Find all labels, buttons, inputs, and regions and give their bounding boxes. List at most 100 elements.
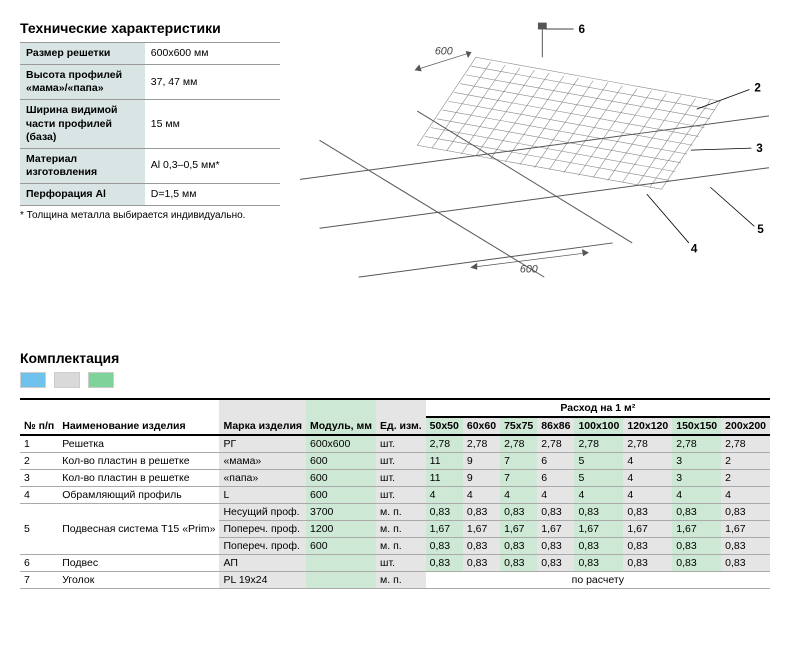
cell-val: 0,83: [463, 538, 500, 555]
cell-val: 0,83: [623, 555, 672, 572]
col-module: Модуль, мм: [306, 399, 376, 435]
cell-val: 0,83: [672, 538, 721, 555]
cell-module: 600x600: [306, 435, 376, 453]
cell-no: 1: [20, 435, 58, 453]
cell-val: 4: [463, 487, 500, 504]
cell-val: 4: [623, 470, 672, 487]
table-row: 6ПодвесАПшт.0,830,830,830,830,830,830,83…: [20, 555, 770, 572]
specs-block: Технические характеристики Размер решетк…: [20, 20, 280, 221]
cell-val: 0,83: [623, 538, 672, 555]
cell-val: 1,67: [426, 521, 463, 538]
cell-val: 2,78: [721, 435, 770, 453]
cell-module: 1200: [306, 521, 376, 538]
cell-unit: шт.: [376, 470, 426, 487]
cell-val: 5: [574, 453, 623, 470]
cell-module: 3700: [306, 504, 376, 521]
cell-no: 2: [20, 453, 58, 470]
cell-module: 600: [306, 470, 376, 487]
cell-name: Подвесная система T15 «Prim»: [58, 504, 219, 555]
cell-no: 3: [20, 470, 58, 487]
cell-val: 0,83: [623, 504, 672, 521]
spec-label: Материал изготовления: [20, 148, 145, 183]
cell-module: [306, 555, 376, 572]
cell-val: 9: [463, 470, 500, 487]
cell-val: 2,78: [537, 435, 574, 453]
callout-3: 3: [756, 142, 763, 155]
cell-val: 2,78: [672, 435, 721, 453]
cell-val: 0,83: [500, 504, 537, 521]
grid-iso: [417, 57, 720, 189]
diagram-area: 600 600 6 2 3 5 4: [300, 20, 769, 290]
size-col: 60x60: [463, 417, 500, 435]
spec-value: Al 0,3–0,5 мм*: [145, 148, 280, 183]
cell-val: 1,67: [721, 521, 770, 538]
cell-val: 4: [574, 487, 623, 504]
spec-label: Перфорация Al: [20, 184, 145, 206]
cell-val: 1,67: [463, 521, 500, 538]
cell-no: 5: [20, 504, 58, 555]
cell-val: 4: [623, 453, 672, 470]
cell-val: 2,78: [623, 435, 672, 453]
cell-val: 0,83: [672, 555, 721, 572]
swatch: [54, 372, 80, 388]
cell-brand: L: [219, 487, 306, 504]
cell-val: 7: [500, 453, 537, 470]
cell-val: 4: [537, 487, 574, 504]
cell-module: 600: [306, 538, 376, 555]
dim-b-label: 600: [520, 263, 538, 275]
top-area: Технические характеристики Размер решетк…: [20, 20, 769, 290]
cell-val: 0,83: [426, 555, 463, 572]
cell-val: 0,83: [500, 555, 537, 572]
cell-val: 4: [721, 487, 770, 504]
size-col: 200x200: [721, 417, 770, 435]
cell-val: 0,83: [721, 538, 770, 555]
cell-val: 0,83: [426, 504, 463, 521]
size-col: 120x120: [623, 417, 672, 435]
cell-val: 2,78: [463, 435, 500, 453]
cell-val: 2,78: [426, 435, 463, 453]
cell-val: 0,83: [463, 555, 500, 572]
cell-unit: шт.: [376, 435, 426, 453]
cell-val: 5: [574, 470, 623, 487]
callouts: [546, 29, 754, 243]
cell-val: 2: [721, 453, 770, 470]
diagram-svg: 600 600 6 2 3 5 4: [300, 20, 769, 290]
size-col: 86x86: [537, 417, 574, 435]
callout-6: 6: [578, 23, 585, 36]
table-row: 7УголокPL 19x24м. п.по расчету: [20, 572, 770, 589]
specs-table: Размер решетки600x600 ммВысота профилей …: [20, 42, 280, 206]
spec-value: 600x600 мм: [145, 43, 280, 65]
cell-val: 2,78: [574, 435, 623, 453]
cell-val: 1,67: [537, 521, 574, 538]
dim-a-label: 600: [435, 45, 453, 57]
cell-name: Кол-во пластин в решетке: [58, 470, 219, 487]
spec-value: D=1,5 мм: [145, 184, 280, 206]
cell-val: 4: [426, 487, 463, 504]
cell-val: 4: [623, 487, 672, 504]
callout-4: 4: [691, 243, 698, 256]
cell-val: 2,78: [500, 435, 537, 453]
cell-brand: Попереч. проф.: [219, 538, 306, 555]
cell-unit: м. п.: [376, 538, 426, 555]
cell-unit: м. п.: [376, 572, 426, 589]
callout-2: 2: [754, 81, 761, 94]
size-col: 150x150: [672, 417, 721, 435]
size-col: 50x50: [426, 417, 463, 435]
specs-title: Технические характеристики: [20, 20, 280, 36]
specs-footnote: * Толщина металла выбирается индивидуаль…: [20, 210, 280, 221]
col-no: № п/п: [20, 399, 58, 435]
cell-name: Подвес: [58, 555, 219, 572]
cell-brand: Попереч. проф.: [219, 521, 306, 538]
swatch: [88, 372, 114, 388]
size-col: 75x75: [500, 417, 537, 435]
spec-value: 15 мм: [145, 100, 280, 148]
cell-unit: шт.: [376, 487, 426, 504]
cell-no: 7: [20, 572, 58, 589]
size-col: 100x100: [574, 417, 623, 435]
t-bars: [300, 111, 769, 277]
cell-val: 0,83: [721, 555, 770, 572]
table-row: 3Кол-во пластин в решетке«папа»600шт.119…: [20, 470, 770, 487]
cell-no: 4: [20, 487, 58, 504]
cell-unit: шт.: [376, 555, 426, 572]
cell-val: 2: [721, 470, 770, 487]
